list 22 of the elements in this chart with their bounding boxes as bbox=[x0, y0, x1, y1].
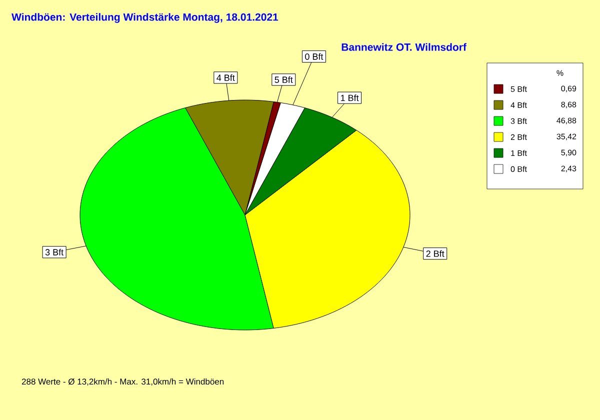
legend-label: 5 Bft bbox=[510, 86, 527, 92]
data-label: 2,43 bbox=[561, 166, 576, 172]
slice-label: 2 Bft bbox=[426, 250, 444, 257]
slice-label: 0 Bft bbox=[305, 53, 324, 60]
data-label: 35,42 bbox=[556, 134, 576, 140]
slice-label: 4 Bft bbox=[216, 74, 235, 81]
data-label: 0,69 bbox=[561, 86, 576, 92]
legend-label: 3 Bft bbox=[510, 118, 527, 124]
data-label: 5,90 bbox=[561, 150, 576, 156]
text: 288 Werte - Ø 13,2km/h - Max. 31,0km/h = Windböen bbox=[22, 378, 224, 386]
data-label: 8,68 bbox=[561, 102, 576, 108]
legend-label: 0 Bft bbox=[510, 166, 527, 172]
chart-title: Windböen: Verteilung Windstärke Montag, 18.01.2021 bbox=[12, 13, 278, 23]
legend-label: 4 Bft bbox=[510, 102, 527, 108]
slice-label: 3 Bft bbox=[45, 248, 64, 256]
legend-label: 1 Bft bbox=[511, 150, 527, 156]
data-label: 46,88 bbox=[556, 118, 576, 124]
slice-label: 5 Bft bbox=[274, 76, 293, 83]
slice-label: 1 Bft bbox=[340, 94, 359, 102]
chart-subtitle: Bannewitz OT. Wilmsdorf bbox=[342, 43, 467, 51]
legend-title: % bbox=[556, 70, 564, 76]
legend-label: 2 Bft bbox=[510, 134, 527, 140]
